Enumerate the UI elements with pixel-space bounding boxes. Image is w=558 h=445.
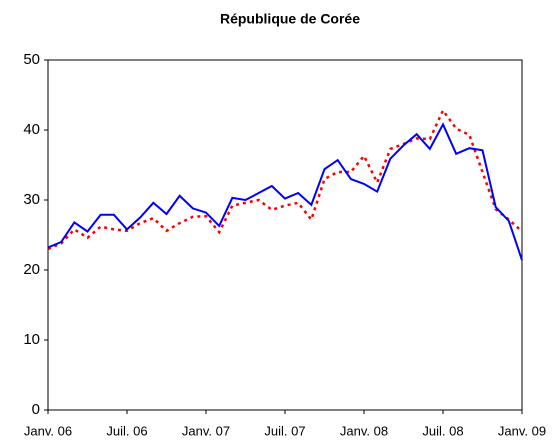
series-line (47, 107, 523, 251)
y-tick-label: 50 (23, 51, 40, 68)
series-line (47, 122, 523, 261)
y-tick-label: 0 (32, 401, 40, 418)
y-tick-label: 30 (23, 191, 40, 208)
x-tick-label: Juil. 07 (264, 423, 305, 438)
plot-frame (47, 59, 523, 411)
y-tick-label: 40 (23, 121, 40, 138)
x-tick-label: Janv. 08 (340, 423, 388, 438)
chart-title: République de Corée (220, 11, 360, 27)
y-tick-label: 20 (23, 261, 40, 278)
x-tick-label: Janv. 09 (498, 423, 546, 438)
x-tick-label: Juil. 06 (106, 423, 147, 438)
y-tick-label: 10 (23, 331, 40, 348)
x-tick-label: Janv. 06 (24, 423, 72, 438)
x-tick-label: Juil. 08 (422, 423, 463, 438)
x-tick-label: Janv. 07 (182, 423, 230, 438)
